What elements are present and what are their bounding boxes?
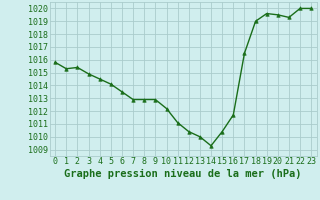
X-axis label: Graphe pression niveau de la mer (hPa): Graphe pression niveau de la mer (hPa) (64, 169, 302, 179)
